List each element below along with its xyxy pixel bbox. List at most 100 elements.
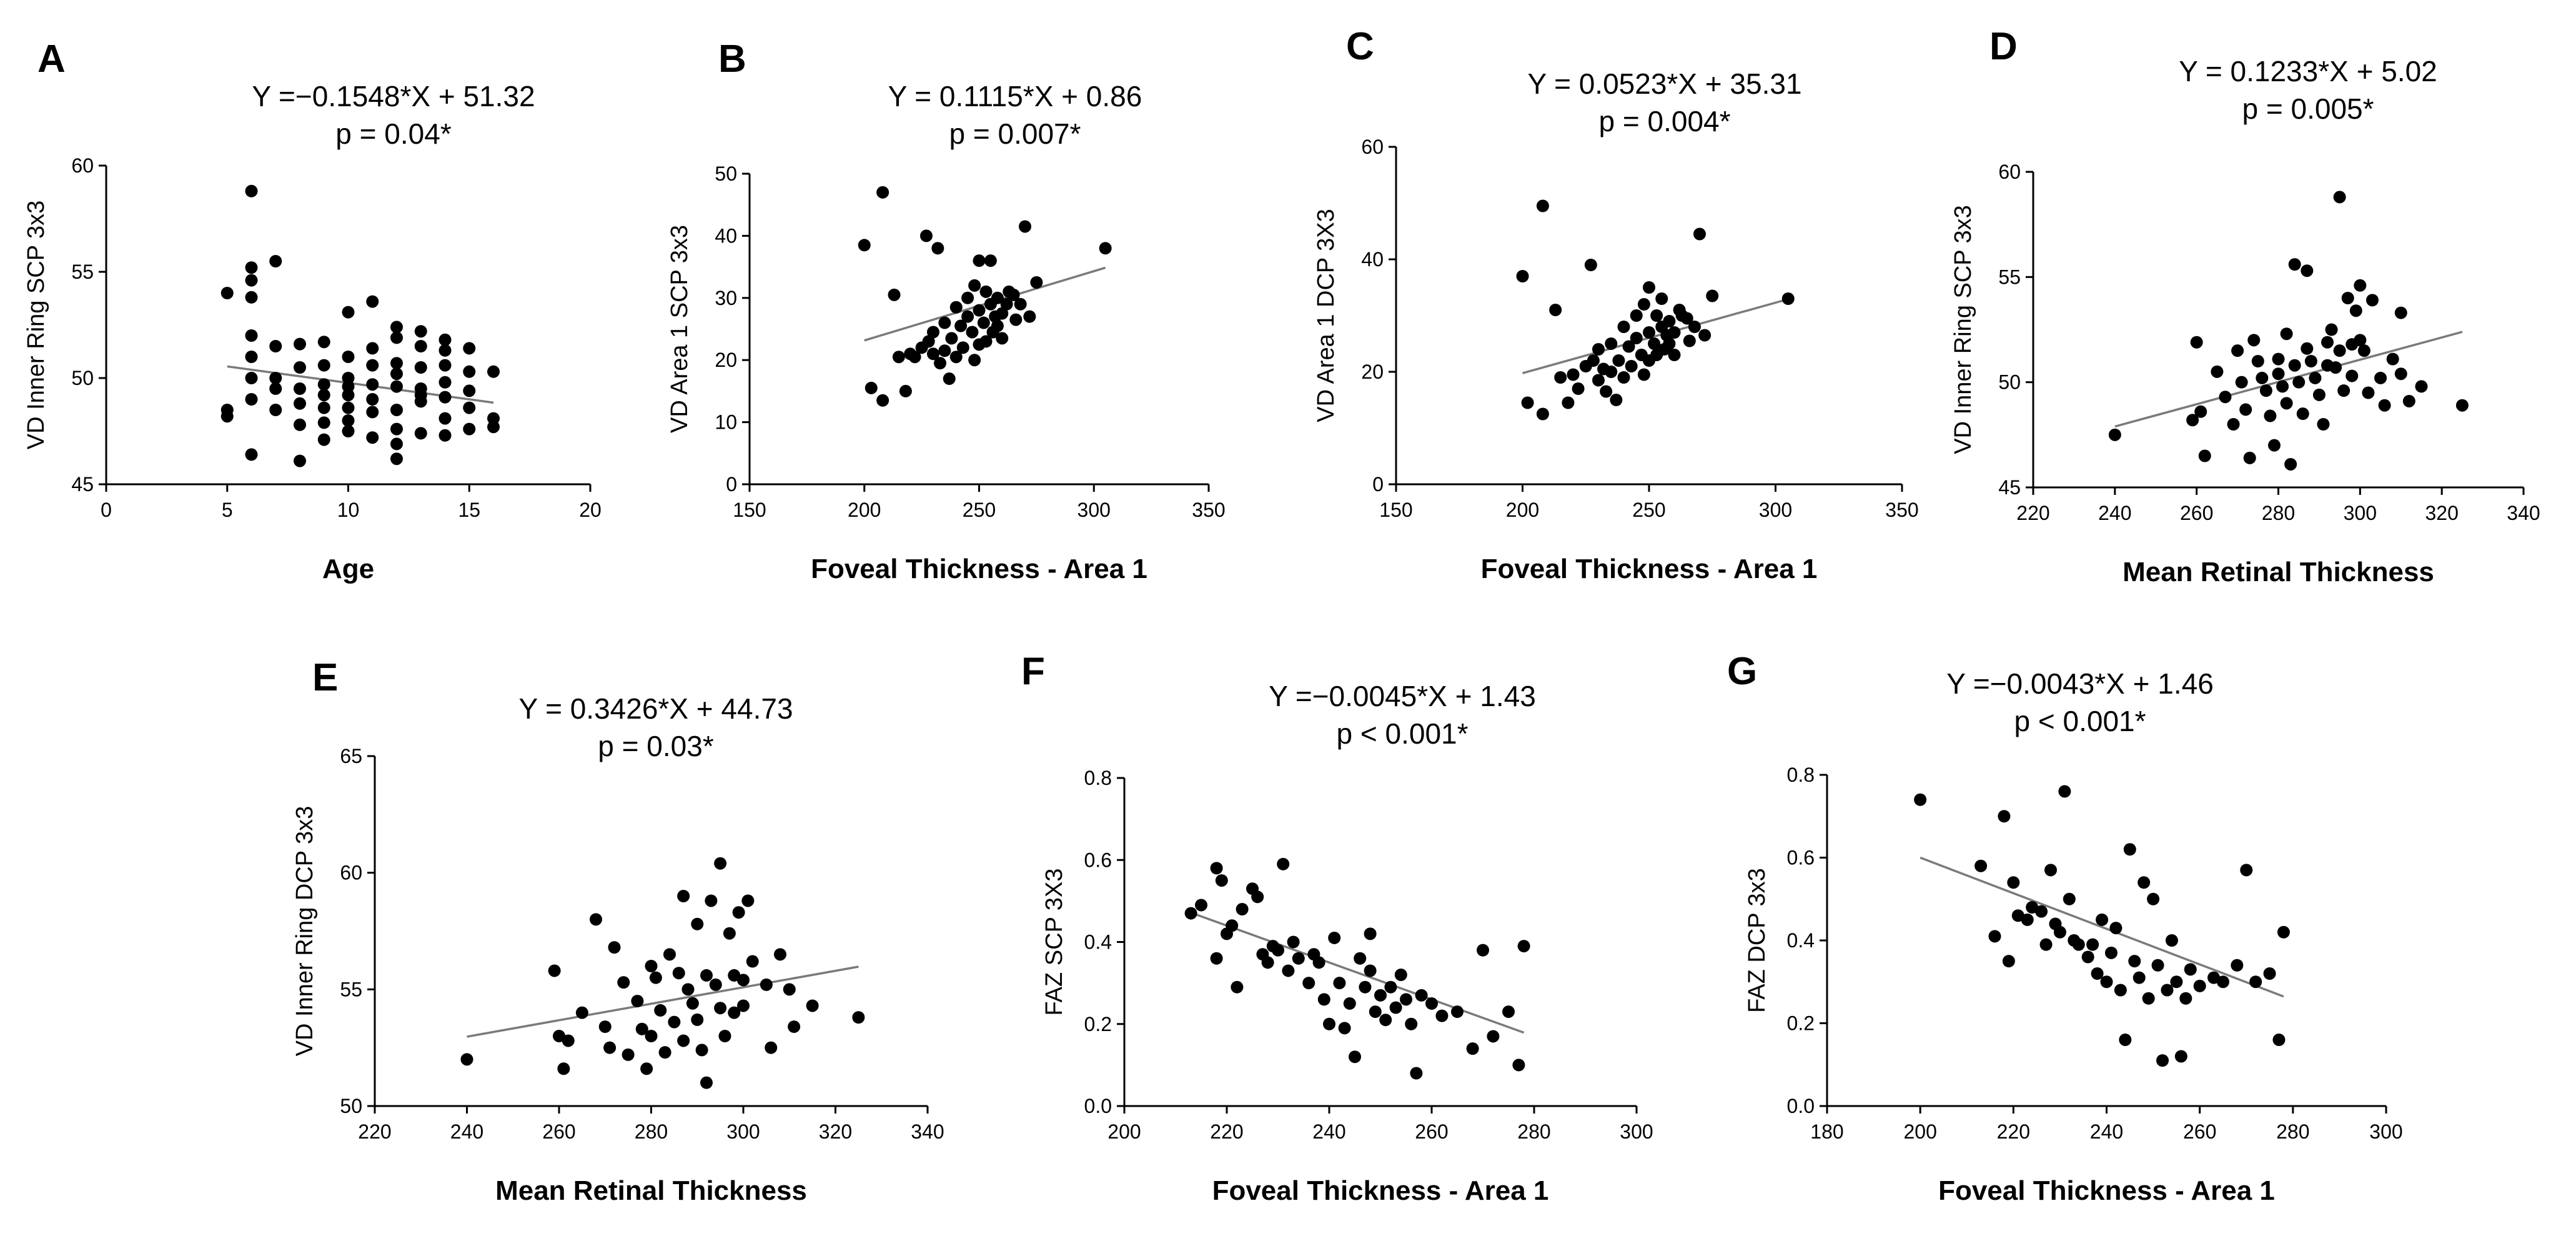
data-point <box>608 941 621 954</box>
data-point <box>1333 977 1346 990</box>
data-point <box>2280 397 2293 410</box>
data-point <box>954 319 968 332</box>
data-point <box>2184 963 2197 976</box>
data-point <box>2337 384 2351 397</box>
data-point <box>1410 1067 1423 1080</box>
regression-line <box>1522 298 1789 374</box>
x-tick-label: 250 <box>1632 499 1665 521</box>
data-point <box>245 393 258 406</box>
data-point <box>1637 368 1650 381</box>
p-value-label: p = 0.004* <box>1598 105 1730 137</box>
data-point <box>2104 946 2118 959</box>
data-point <box>2063 892 2076 905</box>
y-tick-label: 50 <box>1998 371 2021 394</box>
data-point <box>1630 309 1643 322</box>
y-tick-label: 20 <box>715 349 737 371</box>
x-tick-label: 20 <box>579 499 602 521</box>
data-point <box>463 384 476 397</box>
data-point <box>2035 905 2048 918</box>
data-point <box>317 336 330 349</box>
data-point <box>949 301 963 314</box>
data-point <box>2251 355 2264 367</box>
data-point <box>438 429 452 442</box>
data-point <box>1974 859 1988 872</box>
regression-equation: Y =−0.0043*X + 1.46 <box>1946 667 2214 700</box>
data-point <box>2026 901 2039 914</box>
data-point <box>294 397 306 410</box>
data-point <box>2179 992 2192 1005</box>
data-point <box>317 378 330 391</box>
y-tick-label: 60 <box>1998 161 2021 183</box>
data-point <box>695 1044 708 1057</box>
panel-d: D Y = 0.1233*X + 5.02 p = 0.005* 220 240 260 2… <box>1950 25 2540 587</box>
data-point <box>774 948 786 961</box>
data-point <box>2123 843 2136 856</box>
data-point <box>949 351 963 364</box>
data-point <box>966 326 979 339</box>
data-point <box>2276 380 2289 393</box>
data-point <box>728 1006 741 1019</box>
y-tick-label: 45 <box>71 473 94 496</box>
p-value-label: p = 0.005* <box>2242 92 2374 125</box>
data-point <box>269 404 282 416</box>
data-point <box>864 381 878 394</box>
data-point <box>366 393 379 406</box>
data-point <box>438 376 452 389</box>
data-point <box>1643 281 1655 294</box>
data-point <box>1512 1059 1525 1072</box>
data-point <box>1019 220 1031 233</box>
data-point <box>414 325 427 338</box>
data-point <box>2216 975 2229 989</box>
data-point <box>1451 1005 1464 1019</box>
data-point <box>1643 326 1655 339</box>
data-point <box>1625 360 1638 372</box>
data-point <box>2219 391 2232 404</box>
data-point <box>908 351 921 364</box>
data-point <box>2288 258 2301 271</box>
data-point <box>2156 1054 2169 1067</box>
data-point <box>961 291 974 304</box>
data-point <box>463 422 476 436</box>
data-point <box>741 894 755 907</box>
data-point <box>2165 934 2178 947</box>
data-point <box>390 452 403 466</box>
data-point <box>2072 938 2085 951</box>
y-axis-title: VD Inner Ring DCP 3x3 <box>292 806 318 1057</box>
data-point <box>463 342 476 355</box>
data-point <box>2100 975 2113 989</box>
data-point <box>2239 403 2252 416</box>
data-point <box>294 337 306 351</box>
data-point <box>220 410 234 423</box>
data-point <box>2247 334 2261 347</box>
data-point <box>737 974 750 987</box>
data-point <box>366 342 379 355</box>
data-point <box>245 329 258 342</box>
data-point <box>2365 294 2379 307</box>
panel-letter: C <box>1346 25 1374 68</box>
data-point <box>1215 874 1228 887</box>
data-point <box>220 287 234 299</box>
data-point <box>2386 352 2399 366</box>
data-point <box>2301 342 2314 355</box>
data-point <box>269 340 282 352</box>
data-point <box>1630 332 1643 344</box>
data-point <box>1648 337 1661 350</box>
data-point <box>1698 329 1712 342</box>
data-point <box>390 331 403 344</box>
data-point <box>760 978 773 991</box>
data-point <box>603 1041 617 1054</box>
data-point <box>1425 997 1438 1010</box>
y-tick-label: 0.6 <box>1787 847 1815 869</box>
data-point <box>1349 1050 1361 1064</box>
data-point <box>1302 977 1315 990</box>
data-point <box>294 418 306 431</box>
data-point <box>1287 935 1300 949</box>
x-axis-title: Mean Retinal Thickness <box>2123 557 2434 587</box>
data-point <box>1517 940 1530 953</box>
data-point <box>2109 922 2123 935</box>
panel-f: F Y =−0.0045*X + 1.43 p < 0.001* 200 220 240 2… <box>1021 650 1653 1206</box>
data-point <box>2133 971 2146 984</box>
data-point <box>1272 944 1284 957</box>
x-tick-label: 240 <box>450 1120 483 1143</box>
data-point <box>2325 323 2338 336</box>
